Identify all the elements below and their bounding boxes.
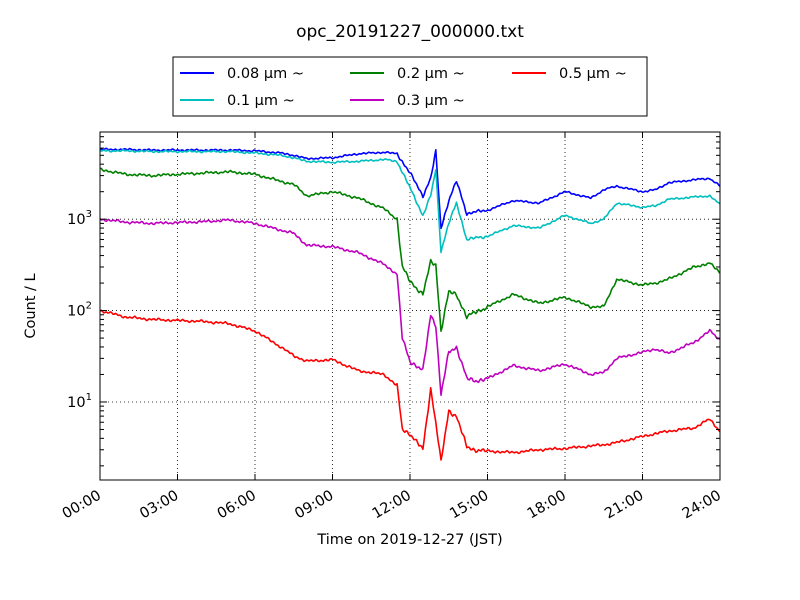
series-group <box>99 147 721 461</box>
series-line <box>99 149 721 254</box>
gridlines <box>100 132 720 480</box>
y-tick-label: 103 <box>67 209 92 228</box>
chart-title: opc_20191227_000000.txt <box>296 22 524 42</box>
series-line <box>99 167 721 333</box>
y-axis-label: Count / L <box>23 273 39 338</box>
series-line <box>99 309 721 461</box>
legend: 0.08 μm ~ 0.1 μm ~ 0.2 μm ~ 0.3 μm ~ 0.5 μm … <box>172 56 648 117</box>
y-tick-label: 102 <box>67 301 92 320</box>
legend-box <box>172 56 648 117</box>
legend-label: 0.1 μm ~ <box>227 93 295 109</box>
x-axis-label: Time on 2019-12-27 (JST) <box>316 532 502 548</box>
legend-label: 0.08 μm ~ <box>227 66 304 82</box>
legend-label: 0.5 μm ~ <box>559 66 627 82</box>
series-line <box>99 218 721 397</box>
y-tick-label: 101 <box>67 392 92 411</box>
legend-label: 0.2 μm ~ <box>397 66 465 82</box>
legend-label: 0.3 μm ~ <box>397 93 465 109</box>
